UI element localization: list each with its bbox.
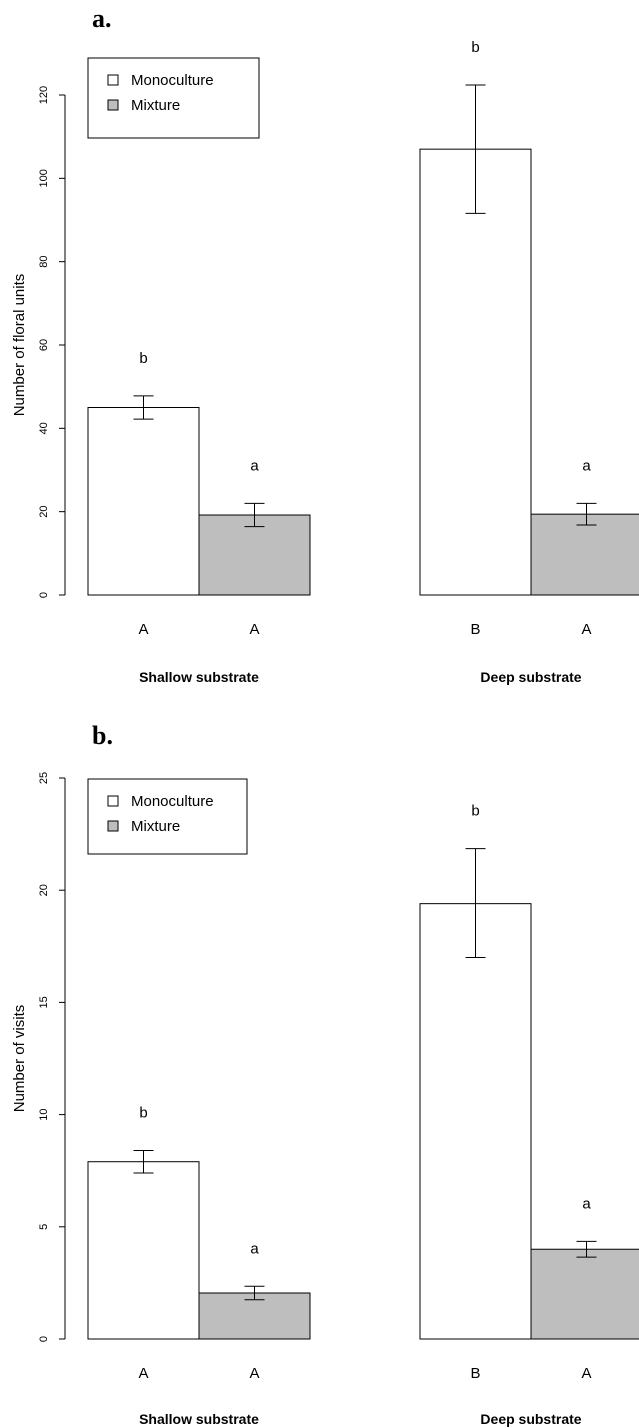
y-tick-label: 20: [38, 506, 50, 518]
legend-label: Mixture: [131, 818, 180, 835]
group-title: Deep substrate: [480, 669, 581, 685]
y-tick-label: 0: [38, 592, 50, 598]
bar-monoculture: [87, 1161, 200, 1340]
group-title: Shallow substrate: [139, 1411, 259, 1427]
y-tick-label: 80: [38, 256, 50, 268]
y-tick-label: 0: [38, 1336, 50, 1342]
y-axis-label: Number of floral units: [11, 274, 28, 417]
bar-monoculture: [87, 407, 200, 596]
significance-letter: b: [471, 39, 479, 56]
legend-swatch: [107, 74, 119, 86]
legend-box: [87, 778, 248, 855]
y-tick-label: 40: [38, 422, 50, 434]
legend-label: Monoculture: [131, 793, 214, 810]
y-tick-label: 100: [38, 169, 50, 187]
y-tick-label: 25: [38, 772, 50, 784]
category-letter: A: [581, 1365, 591, 1382]
significance-letter: a: [250, 457, 259, 474]
legend-swatch: [107, 99, 119, 111]
bar-mixture: [530, 513, 639, 596]
y-tick-label: 20: [38, 884, 50, 896]
y-tick-label: 10: [38, 1108, 50, 1120]
legend-label: Monoculture: [131, 72, 214, 89]
category-letter: B: [470, 621, 480, 638]
bar-mixture: [198, 514, 311, 596]
legend-box: [87, 57, 260, 139]
bar-monoculture: [419, 903, 532, 1340]
significance-letter: b: [139, 350, 147, 367]
legend-label: Mixture: [131, 97, 180, 114]
legend-swatch: [107, 820, 119, 832]
significance-letter: a: [582, 1195, 591, 1212]
y-tick-label: 60: [38, 339, 50, 351]
group-title: Shallow substrate: [139, 669, 259, 685]
y-axis-label: Number of visits: [11, 1005, 28, 1113]
panel-label: b.: [92, 721, 113, 750]
bar-mixture: [530, 1248, 639, 1340]
legend-swatch: [107, 795, 119, 807]
significance-letter: b: [139, 1105, 147, 1122]
y-tick-label: 5: [38, 1224, 50, 1230]
significance-letter: b: [471, 803, 479, 820]
category-letter: A: [138, 621, 148, 638]
category-letter: A: [249, 1365, 259, 1382]
y-tick-label: 15: [38, 996, 50, 1008]
category-letter: A: [138, 1365, 148, 1382]
category-letter: B: [470, 1365, 480, 1382]
category-letter: A: [581, 621, 591, 638]
y-tick-label: 120: [38, 86, 50, 104]
significance-letter: a: [582, 457, 591, 474]
group-title: Deep substrate: [480, 1411, 581, 1427]
significance-letter: a: [250, 1240, 259, 1257]
category-letter: A: [249, 621, 259, 638]
bar-mixture: [198, 1292, 311, 1340]
panel-label: a.: [92, 4, 112, 33]
bar-monoculture: [419, 148, 532, 596]
